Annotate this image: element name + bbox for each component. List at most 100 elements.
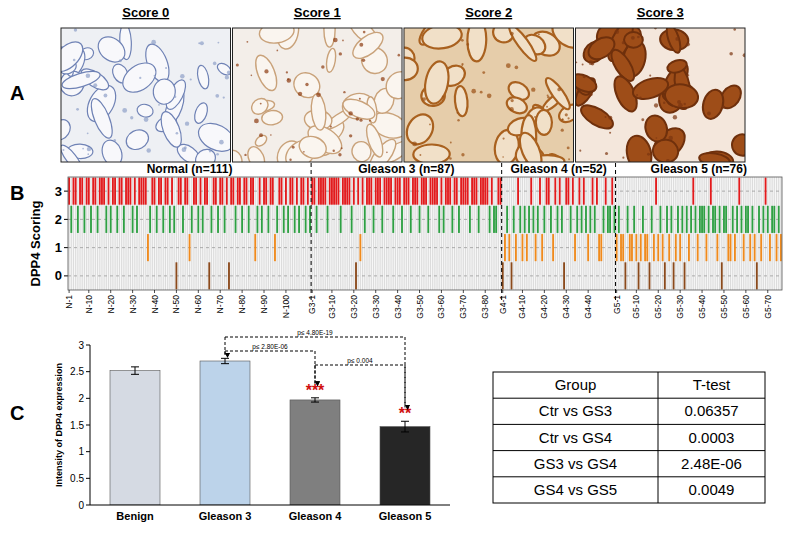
score-bar xyxy=(79,178,81,205)
nucleus xyxy=(461,153,464,156)
score-bar xyxy=(167,178,169,205)
gland xyxy=(157,109,186,150)
gland xyxy=(117,57,161,98)
score-bar xyxy=(649,262,651,289)
nucleus xyxy=(287,78,289,80)
score-bar xyxy=(684,262,686,289)
score-bar xyxy=(274,234,276,261)
sample-column xyxy=(231,177,232,290)
sample-column xyxy=(401,177,402,290)
score-bar xyxy=(541,234,543,261)
score-bar xyxy=(103,178,105,205)
sample-column xyxy=(277,177,278,290)
sample-column xyxy=(334,177,335,290)
x-tick xyxy=(69,290,70,293)
sample-column xyxy=(299,177,300,290)
score-bar xyxy=(165,178,167,205)
score-bar xyxy=(497,178,499,205)
sample-column xyxy=(723,177,724,290)
sample-column xyxy=(125,177,126,290)
sample-column xyxy=(93,177,94,290)
score-bar xyxy=(587,234,589,261)
x-tick xyxy=(441,290,442,293)
nucleus xyxy=(733,28,736,31)
gland xyxy=(504,94,529,116)
score-bar xyxy=(335,178,337,205)
score-bar xyxy=(629,234,631,261)
group-label: Gleason 5 (n=76) xyxy=(651,162,747,176)
y-tick-label: 0 xyxy=(55,268,62,283)
sample-column xyxy=(638,177,639,290)
x-tick-label: N-40 xyxy=(150,295,160,314)
x-tick-label: G3-10 xyxy=(327,295,337,319)
sample-column xyxy=(430,177,431,290)
x-tick xyxy=(522,290,523,293)
score-bar xyxy=(416,178,418,205)
sample-column xyxy=(217,177,218,290)
sample-column xyxy=(373,177,374,290)
group-label: Gleason 4 (n=52) xyxy=(510,162,606,176)
score-bar xyxy=(101,178,103,205)
score-bar xyxy=(487,178,489,205)
y-axis-label: Intensity of DPP4 expression xyxy=(54,363,64,487)
sample-column xyxy=(474,177,475,290)
nucleus xyxy=(639,96,642,99)
comparison-bracket xyxy=(225,337,405,338)
score-bar xyxy=(169,206,171,233)
y-tick xyxy=(86,478,90,479)
gland xyxy=(652,138,680,162)
score-bar xyxy=(736,206,738,233)
score-bar xyxy=(399,178,401,205)
sample-column xyxy=(176,177,177,290)
score-bar xyxy=(401,206,403,233)
sample-column xyxy=(533,177,534,290)
sample-column xyxy=(684,177,685,290)
score-bar xyxy=(697,234,699,261)
score-bar xyxy=(228,262,230,289)
gland xyxy=(153,78,176,104)
nucleus xyxy=(548,113,550,115)
sample-column xyxy=(239,177,240,290)
score-bar xyxy=(246,178,248,205)
error-cap xyxy=(131,374,139,375)
score-bar xyxy=(108,178,110,205)
nucleus xyxy=(668,136,673,141)
nucleus xyxy=(562,118,564,120)
score-bar xyxy=(565,178,567,205)
score-bar xyxy=(760,234,762,261)
sample-column xyxy=(439,177,440,290)
sample-column xyxy=(101,177,102,290)
nucleus xyxy=(216,153,219,156)
nucleus xyxy=(547,96,549,98)
nucleus xyxy=(223,96,225,98)
sample-column xyxy=(259,177,260,290)
score-bar xyxy=(316,206,318,233)
figure: ABCScore 0Score 1Score 2Score 30123Norma… xyxy=(0,0,792,533)
sample-column xyxy=(623,177,624,290)
nucleus xyxy=(254,119,259,124)
comparison-arrow xyxy=(225,351,226,355)
bar xyxy=(290,400,340,505)
score-bar xyxy=(662,234,664,261)
score-bar xyxy=(454,178,456,205)
sample-column xyxy=(509,177,510,290)
score-bar xyxy=(467,178,469,205)
score-bar xyxy=(749,234,751,261)
sample-column xyxy=(253,177,254,290)
score-bar xyxy=(771,206,773,233)
sample-column xyxy=(128,177,129,290)
score-bar xyxy=(627,206,629,233)
sample-column xyxy=(191,177,192,290)
sample-column xyxy=(480,177,481,290)
sample-column xyxy=(717,177,718,290)
sample-column xyxy=(419,177,420,290)
score-bar xyxy=(68,178,70,205)
gland xyxy=(348,28,387,63)
error-bar xyxy=(221,358,229,363)
nucleus xyxy=(225,75,229,79)
score-bar xyxy=(511,262,513,289)
error-stem xyxy=(225,358,226,363)
score-bar xyxy=(589,206,591,233)
score-bar xyxy=(657,234,659,261)
nucleus xyxy=(482,71,485,74)
